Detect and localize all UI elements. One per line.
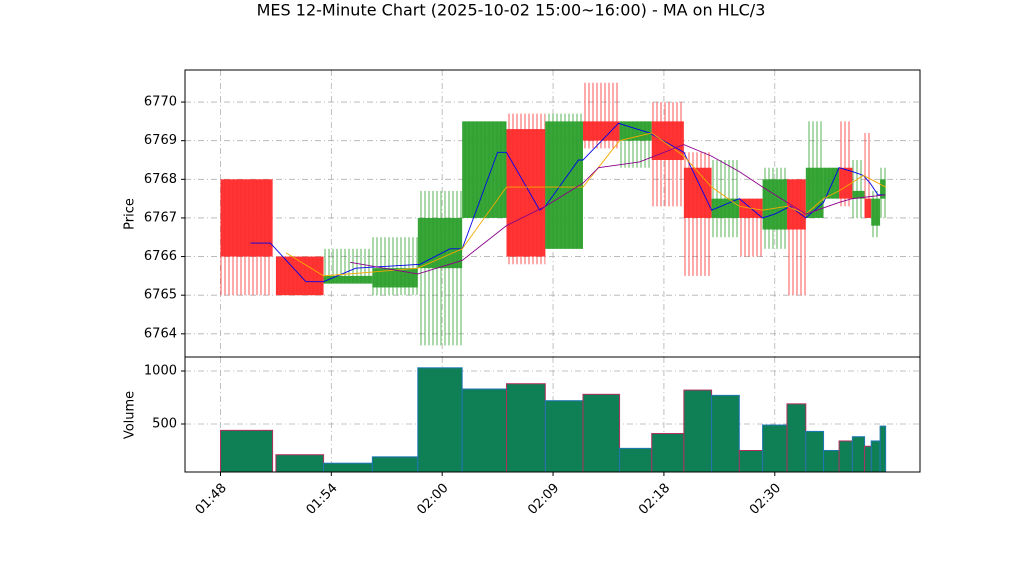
candle-body	[864, 198, 872, 218]
volume-bar	[417, 367, 463, 473]
volume-bar	[762, 424, 788, 473]
candle-body	[275, 256, 324, 296]
volume-bar	[738, 449, 764, 473]
volume-bar	[838, 440, 853, 473]
candle-body	[880, 179, 886, 199]
volume-bar	[371, 456, 419, 473]
volume-bar	[786, 403, 807, 473]
y-tick-label: 6764	[144, 326, 177, 341]
candle-wick	[864, 132, 872, 218]
volume-bar	[651, 433, 685, 473]
ma-line	[350, 144, 886, 275]
candle-body	[683, 167, 712, 218]
y-tick-label: 6770	[144, 95, 177, 110]
candle-body	[462, 121, 507, 218]
candle-body	[852, 190, 865, 199]
candle-body	[372, 268, 418, 288]
volume-bar	[879, 425, 887, 473]
volume-bar	[683, 389, 713, 473]
volume-bar	[870, 440, 881, 473]
y-tick-label: 6765	[144, 288, 177, 303]
volume-bar	[582, 393, 621, 473]
candle-body	[711, 198, 740, 218]
candle-wick	[711, 160, 740, 238]
candle-body	[786, 179, 806, 230]
candle-body	[220, 179, 273, 257]
candle-body	[545, 121, 583, 249]
volume-frame	[184, 356, 921, 473]
volume-bar	[275, 454, 325, 473]
candle-body	[839, 167, 853, 199]
y-tick-label: 6768	[144, 172, 177, 187]
volume-tick-label: 500	[152, 416, 177, 431]
candle-body	[619, 121, 652, 141]
candle-body	[805, 167, 824, 218]
volume-bar	[323, 462, 373, 473]
volume-axis-label: Volume	[123, 391, 138, 439]
y-tick-label: 6766	[144, 249, 177, 264]
candle-wick	[852, 160, 865, 218]
candle-body	[871, 198, 881, 226]
volume-bar	[805, 430, 825, 473]
y-tick-label: 6767	[144, 210, 177, 225]
y-axis-label: Price	[123, 198, 138, 230]
y-tick-label: 6769	[144, 133, 177, 148]
candle-body	[582, 121, 620, 141]
volume-bar	[219, 429, 274, 473]
volume-bar	[505, 383, 546, 473]
candle-body	[323, 275, 373, 284]
volume-bar	[864, 445, 872, 473]
candle-body	[506, 129, 546, 257]
candle-body	[651, 121, 684, 161]
volume-bar	[711, 394, 740, 473]
volume-bar	[619, 447, 653, 473]
ma-line	[285, 132, 886, 277]
ma-line	[250, 122, 885, 283]
volume-bar	[544, 400, 584, 473]
chart-title: MES 12-Minute Chart (2025-10-02 15:00~16…	[257, 1, 766, 20]
volume-tick-label: 1000	[144, 363, 177, 378]
volume-bar	[851, 436, 866, 473]
volume-bar	[461, 388, 507, 473]
candle-body	[762, 179, 787, 230]
candle-body	[417, 217, 463, 269]
volume-bar	[823, 449, 840, 473]
